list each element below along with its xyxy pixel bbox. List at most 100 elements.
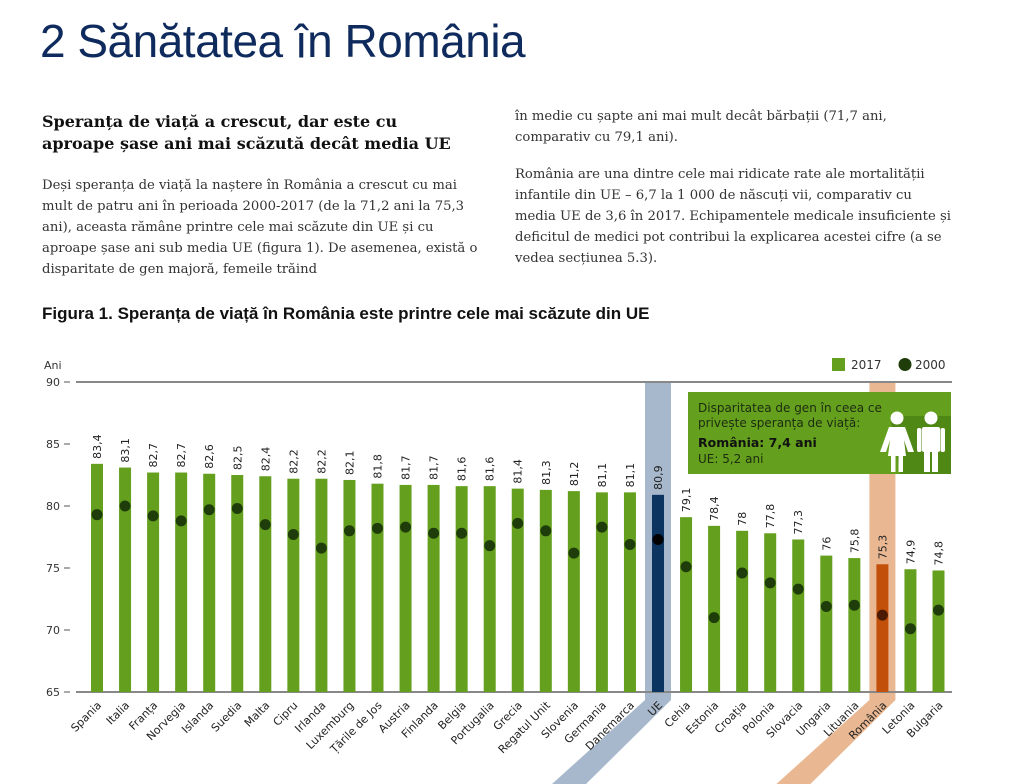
bar-2017 — [231, 475, 244, 692]
dot-2000 — [848, 599, 860, 611]
bar-2017 — [343, 479, 356, 692]
gender-gap-info-box: Disparitatea de gen în ceea ce privește … — [688, 392, 951, 474]
x-tick-label: Spania — [68, 699, 104, 735]
legend: 2017 2000 — [832, 358, 946, 372]
section-subheading: Speranța de viață a crescut, dar este cu… — [42, 112, 451, 153]
bar-2017 — [399, 484, 412, 692]
dot-2000 — [203, 504, 215, 516]
bar-value-label: 75,8 — [848, 529, 861, 554]
dot-2000 — [400, 521, 412, 533]
x-tick-label: Malta — [242, 699, 273, 730]
bar-value-label: 81,6 — [456, 457, 469, 482]
eu-highlight-band — [552, 382, 671, 784]
bar-value-label: 83,1 — [119, 438, 132, 463]
bar-2017 — [119, 467, 132, 692]
y-tick-label: 75 — [46, 562, 60, 575]
paragraph-1: Deși speranța de viață la naștere în Rom… — [42, 178, 478, 277]
dot-2000 — [259, 519, 271, 531]
y-tick-label: 70 — [46, 624, 60, 637]
y-tick-label: 65 — [46, 686, 60, 699]
bar-value-label: 75,3 — [876, 535, 889, 560]
dot-2000 — [175, 515, 187, 527]
bar-2017 — [175, 472, 188, 692]
dot-2000 — [315, 542, 327, 554]
female-icon — [880, 411, 914, 472]
dot-2000 — [231, 502, 243, 514]
bar-2017 — [147, 472, 160, 692]
paragraph-2: în medie cu șapte ani mai mult decât băr… — [515, 109, 887, 145]
bar-2017 — [511, 488, 524, 692]
dot-2000 — [287, 529, 299, 541]
life-expectancy-chart: 65 70 75 80 85 90 83,4 83,1 82,7 82,7 82,6 82,5 82,… — [44, 358, 952, 784]
bar-2017 — [820, 555, 833, 692]
bar-value-label: 82,5 — [231, 446, 244, 471]
bar-value-label: 77,3 — [792, 510, 805, 535]
dot-2000 — [428, 527, 440, 539]
dots-2000 — [91, 500, 944, 635]
value-labels: 83,4 83,1 82,7 82,7 82,6 82,5 82,4 82,2 82,2 82,1… — [91, 434, 946, 565]
dot-2000 — [372, 522, 383, 534]
y-tick-label: 85 — [46, 438, 60, 451]
info-box-romania: România: 7,4 ani — [698, 435, 817, 450]
legend-dot-2000 — [898, 358, 912, 371]
bar-2017 — [652, 494, 664, 692]
bar-value-label: 78,4 — [708, 496, 721, 520]
bar-2017 — [259, 476, 272, 692]
bar-value-label: 82,7 — [175, 443, 188, 468]
bar-value-label: 82,7 — [147, 443, 160, 468]
dot-2000 — [792, 583, 804, 595]
bar-value-label: 82,6 — [203, 444, 216, 469]
bar-2017 — [736, 530, 749, 692]
bar-2017 — [483, 486, 496, 692]
bar-value-label: 77,8 — [764, 504, 777, 529]
legend-label-2000: 2000 — [915, 358, 946, 372]
bar-2017 — [371, 483, 384, 692]
dot-2000 — [456, 527, 468, 539]
bar-value-label: 74,9 — [904, 540, 917, 565]
bar-value-label: 81,6 — [484, 457, 497, 482]
bar-value-label: 81,1 — [624, 463, 637, 488]
bar-2017 — [708, 525, 721, 692]
bar-value-label: 79,1 — [680, 488, 693, 513]
dot-2000 — [540, 525, 552, 537]
bar-2017 — [595, 492, 608, 692]
dot-2000 — [484, 540, 496, 552]
y-tick-label: 80 — [46, 500, 60, 513]
paragraph-3: România are una dintre cele mai ridicate… — [515, 167, 951, 266]
bar-2017 — [680, 517, 693, 692]
dot-2000 — [512, 517, 524, 529]
bar-2017 — [848, 558, 861, 692]
y-axis-unit-label: Ani — [44, 359, 62, 372]
bar-value-label: 81,7 — [428, 455, 441, 480]
bar-2017 — [455, 486, 468, 692]
bar-value-label: 82,2 — [287, 449, 300, 474]
dot-2000 — [624, 538, 636, 550]
legend-swatch-2017 — [832, 358, 845, 371]
bar-value-label: 81,8 — [372, 454, 385, 479]
bar-2017 — [203, 473, 216, 692]
bar-2017 — [623, 492, 636, 692]
dot-2000 — [147, 510, 159, 522]
bar-2017 — [932, 570, 945, 692]
x-axis-labels: Spania ItaliaFranțaNorvegiaIslandaSuediaM… — [68, 698, 945, 756]
bar-2017 — [567, 491, 580, 692]
dot-2000 — [708, 612, 720, 624]
bar-value-label: 82,1 — [343, 450, 356, 475]
y-tick-label: 90 — [46, 376, 60, 389]
dot-2000 — [764, 577, 776, 589]
dot-2000 — [343, 525, 355, 537]
dot-2000 — [680, 561, 692, 573]
dot-2000 — [904, 623, 916, 635]
bars-2017 — [91, 463, 945, 692]
bar-2017 — [792, 539, 805, 692]
bar-value-label: 74,8 — [933, 541, 946, 566]
dot-2000 — [119, 500, 131, 512]
bar-value-label: 81,1 — [596, 463, 609, 488]
page-title: 2 Sănătatea în România — [40, 15, 526, 67]
bar-2017 — [287, 478, 300, 692]
bar-2017 — [539, 489, 552, 692]
bar-value-label: 83,4 — [91, 434, 104, 459]
bar-value-label: 81,3 — [540, 460, 553, 485]
bar-value-label: 82,4 — [259, 447, 272, 472]
bar-value-label: 76 — [820, 537, 833, 551]
